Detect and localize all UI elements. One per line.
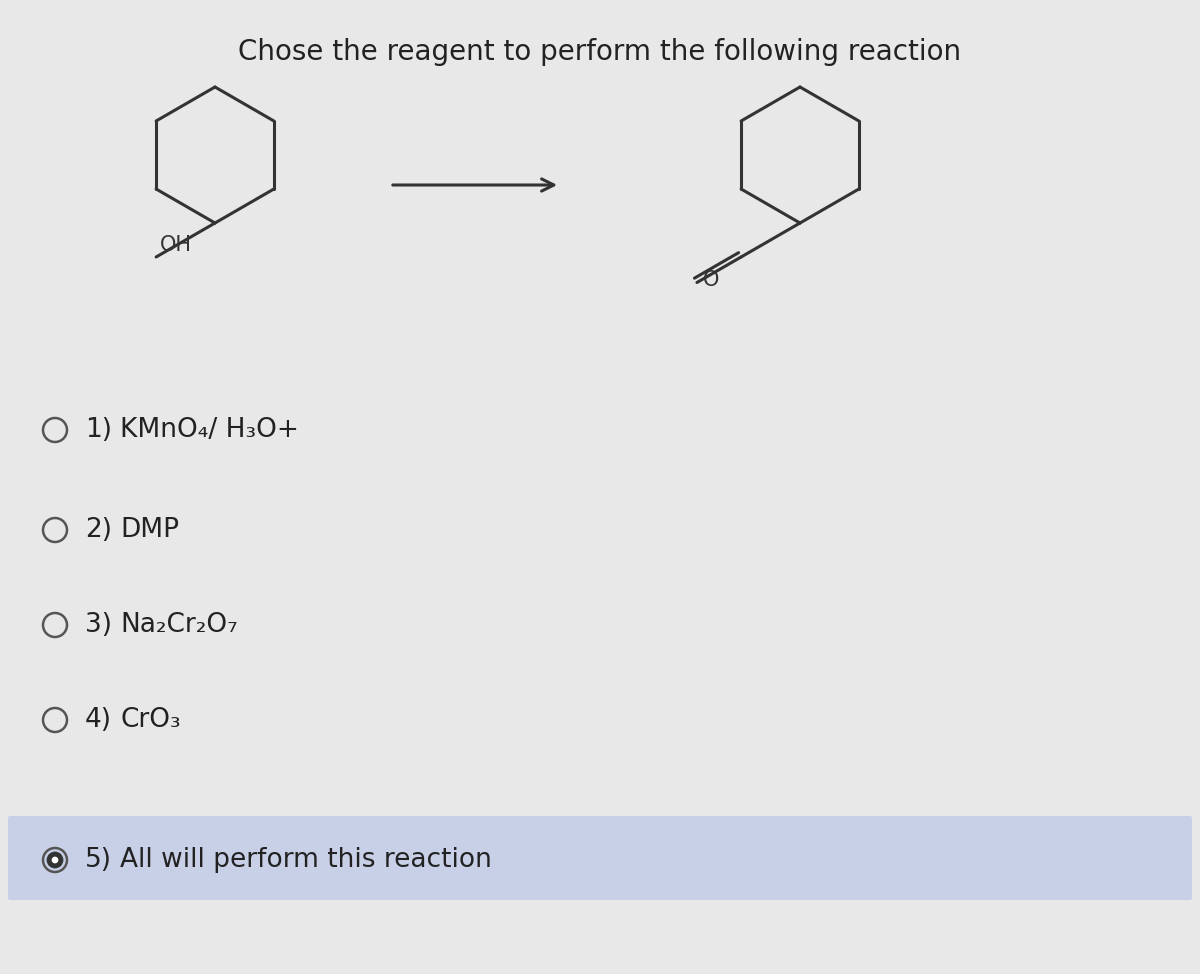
Text: 1): 1) xyxy=(85,417,112,443)
Text: OH: OH xyxy=(160,235,192,255)
Circle shape xyxy=(47,851,64,869)
Text: Na₂Cr₂O₇: Na₂Cr₂O₇ xyxy=(120,612,238,638)
Text: DMP: DMP xyxy=(120,517,179,543)
Text: CrO₃: CrO₃ xyxy=(120,707,181,733)
Text: 5): 5) xyxy=(85,847,112,873)
Text: KMnO₄/ H₃O+: KMnO₄/ H₃O+ xyxy=(120,417,299,443)
Text: O: O xyxy=(703,271,719,290)
Text: Chose the reagent to perform the following reaction: Chose the reagent to perform the followi… xyxy=(239,38,961,66)
Text: 3): 3) xyxy=(85,612,112,638)
Text: 4): 4) xyxy=(85,707,112,733)
FancyBboxPatch shape xyxy=(8,816,1192,900)
Circle shape xyxy=(52,857,59,863)
Text: All will perform this reaction: All will perform this reaction xyxy=(120,847,492,873)
Text: 2): 2) xyxy=(85,517,112,543)
